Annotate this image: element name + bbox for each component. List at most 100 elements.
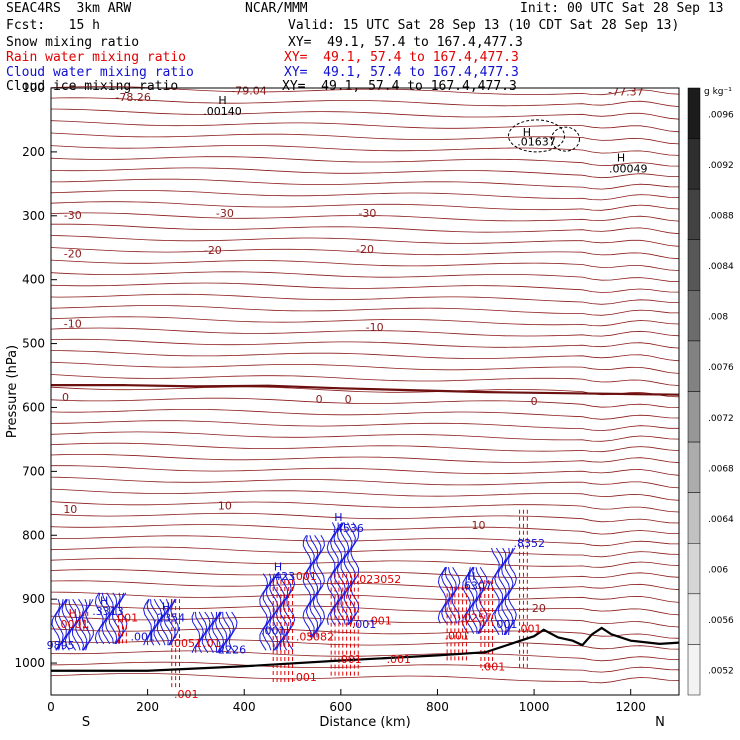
colorbar-level-label: .0064 <box>708 515 734 525</box>
y-axis-title: Pressure (hPa) <box>5 345 20 438</box>
isotherm-line <box>50 259 680 271</box>
extremum-label: .001 <box>337 653 362 666</box>
terrain-line <box>51 626 680 672</box>
cloud-water-contour <box>211 611 221 654</box>
cloud-water-contour <box>108 592 118 645</box>
cloud-water-contour <box>501 547 511 636</box>
cloud-water-contour <box>222 611 231 653</box>
extremum-label: H <box>69 607 77 620</box>
extremum-label: .001 <box>292 671 317 684</box>
y-tick-label: 300 <box>22 209 45 223</box>
isotherm-line <box>50 488 680 501</box>
x-tick-label: 400 <box>233 700 256 714</box>
model-title: SEAC4RS 3km ARW <box>6 1 132 16</box>
contour-labels: -78.26 -79.04 -77.37 -30 -30 -30 -20 -20 -20 -10 -… <box>47 84 648 701</box>
extremum-label: 2226 <box>218 643 246 656</box>
extremum-label: .3313 <box>92 605 124 618</box>
extremum-label: .001 <box>387 653 412 666</box>
extremum-label: .0051 <box>171 637 203 650</box>
cloud-water-contour <box>156 598 166 646</box>
south-label: S <box>82 715 90 730</box>
cloud-water-contour <box>305 535 315 638</box>
zero-isotherm-line <box>51 384 680 396</box>
colorbar-swatch <box>687 290 701 342</box>
isotherm-line <box>50 156 680 167</box>
isotherm-label: -20 <box>356 243 374 256</box>
isotherm-label: 0 <box>62 391 69 404</box>
extremum-label: .001 <box>481 661 506 674</box>
x-tick-label: 600 <box>329 700 352 714</box>
cloud-water-contour <box>98 592 108 645</box>
isotherm-label: -30 <box>358 207 376 220</box>
cloud-water-contour <box>346 522 356 625</box>
y-tick-label: 600 <box>22 400 45 414</box>
isotherm-line <box>50 271 680 282</box>
field-name-rain: Rain water mixing ratio <box>6 50 187 65</box>
colorbar-swatch <box>687 239 701 291</box>
isotherm-line <box>50 476 680 489</box>
isotherm-line <box>50 293 679 305</box>
plot-frame <box>50 87 680 696</box>
extremum-label: 9895 <box>47 639 75 652</box>
colorbar-swatch <box>687 138 701 190</box>
y-tick-label: 100 <box>22 81 45 95</box>
cloud-water-contour <box>208 611 218 653</box>
isotherm-line <box>50 145 680 156</box>
cloud-water-contour <box>441 566 450 624</box>
isotherm-line <box>50 338 680 349</box>
isotherm-label: -78.26 <box>115 91 150 104</box>
colorbar-swatch <box>687 188 701 241</box>
cloud-water-contour <box>504 547 514 636</box>
isotherm-line <box>50 512 680 524</box>
cloud-water-contour <box>336 522 346 625</box>
field-name-cloud-water: Cloud water mixing ratio <box>6 65 194 80</box>
cloud-water-contour <box>71 598 81 651</box>
cloud-water-contour <box>451 566 461 624</box>
colorbar-level-label: .0056 <box>708 616 734 626</box>
y-tick-label: 200 <box>22 145 45 159</box>
cloud-water-contour <box>153 598 163 646</box>
colorbar-swatch <box>687 543 701 595</box>
extremum-label: .001 <box>493 618 518 631</box>
colorbar-swatch <box>687 644 701 696</box>
isotherm-line <box>50 316 680 327</box>
isotherm-line <box>50 350 680 362</box>
colorbar-swatch <box>687 391 701 443</box>
cloud-water-contour <box>218 611 228 654</box>
isotherm-label: 20 <box>532 602 546 615</box>
cloud-water-contour <box>61 598 71 651</box>
isotherm-line <box>50 201 680 211</box>
isotherm-line <box>50 120 680 133</box>
init-time-label: Init: 00 UTC Sat 28 Sep 13 <box>520 1 724 16</box>
extremum-label: H <box>162 601 170 614</box>
cloud-water-contour <box>475 567 485 634</box>
isotherm-line <box>50 397 680 408</box>
extremum-label: .2354 <box>154 612 186 625</box>
isotherm-label: 0 <box>531 395 538 408</box>
isotherm-line <box>50 420 679 432</box>
extremum-label: H <box>467 570 475 583</box>
isotherm-line <box>50 247 680 260</box>
isotherm-line <box>50 374 680 386</box>
valid-time-label: Valid: 15 UTC Sat 28 Sep 13 (10 CDT Sat … <box>288 18 680 33</box>
field-xy-cloud-ice: XY= 49.1, 57.4 to 167.4,477.3 <box>282 79 517 94</box>
colorbar: .0096 .0092 .0088 .0084 .008 .0076 .0072 .0068.… <box>687 87 734 696</box>
isotherm-line <box>50 615 680 628</box>
extremum-label: .01637 <box>517 136 556 149</box>
colorbar-level-label: .0084 <box>708 262 734 272</box>
isotherm-line <box>50 235 680 247</box>
extremum-label: .00140 <box>203 105 242 118</box>
organization-label: NCAR/MMM <box>245 1 308 16</box>
extremum-label: .001 <box>292 570 317 583</box>
isotherm-label: -30 <box>216 207 234 220</box>
isotherm-line <box>50 97 680 107</box>
extremum-label: .001 <box>445 629 470 642</box>
colorbar-level-label: .0096 <box>708 110 734 120</box>
x-tick-label: 800 <box>426 700 449 714</box>
extremum-label: .001 <box>114 612 139 625</box>
extremum-label: H <box>617 151 625 164</box>
cloud-water-contour <box>78 599 88 651</box>
cloud-water-contour <box>118 592 128 644</box>
cloud-water-contour <box>444 567 454 624</box>
